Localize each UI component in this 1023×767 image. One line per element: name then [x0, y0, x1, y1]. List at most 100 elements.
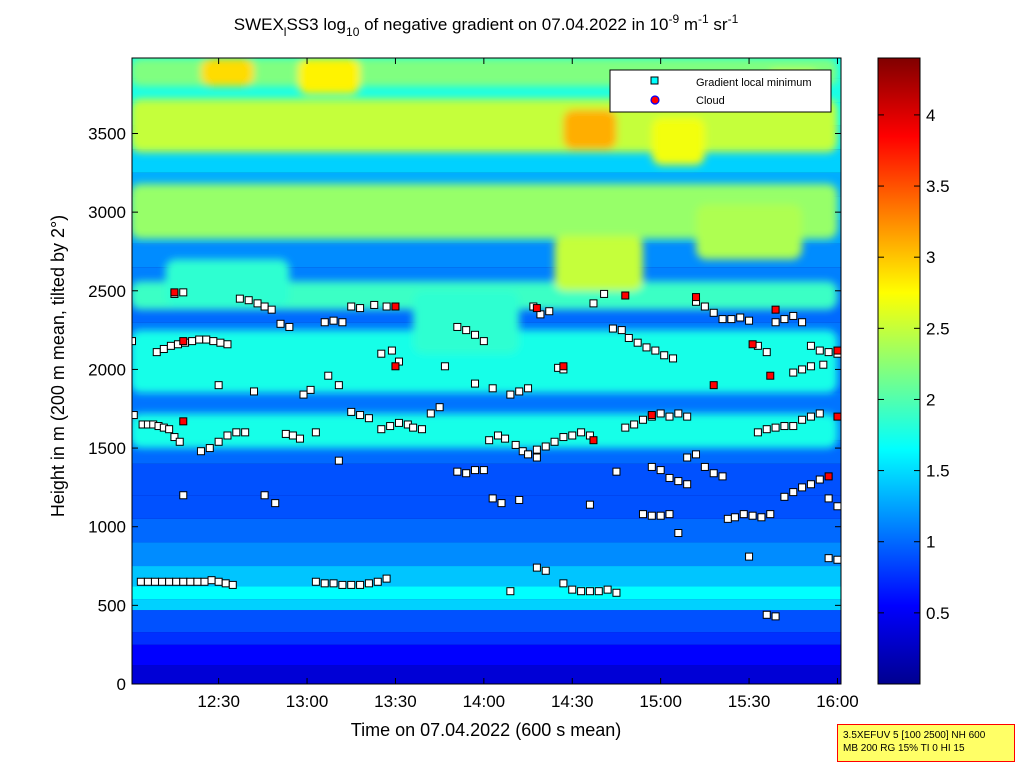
- gradient-minimum-point: [647, 511, 656, 520]
- gradient-minimum-point: [541, 442, 550, 451]
- y-tick-label: 3500: [88, 124, 126, 143]
- gradient-minimum-point: [806, 341, 815, 350]
- gradient-minimum-point: [594, 587, 603, 596]
- gradient-minimum-point: [132, 411, 138, 420]
- gradient-minimum-point: [244, 296, 253, 305]
- heatmap-band: [200, 58, 254, 87]
- gradient-minimum-point: [683, 453, 692, 462]
- gradient-minimum-point: [568, 431, 577, 440]
- gradient-minimum-point: [789, 488, 798, 497]
- cloud-point: [589, 436, 598, 445]
- gradient-minimum-point: [205, 444, 214, 453]
- gradient-minimum-point: [440, 362, 449, 371]
- gradient-minimum-point: [394, 418, 403, 427]
- heatmap-layer: [132, 644, 841, 666]
- heatmap-band: [132, 183, 838, 239]
- gradient-minimum-point: [559, 433, 568, 442]
- cloud-point: [179, 417, 188, 426]
- info-box: 3.5XEFUV 5 [100 2500] NH 600 MB 200 RG 1…: [837, 724, 1015, 762]
- gradient-minimum-point: [356, 580, 365, 589]
- heatmap-band: [554, 235, 643, 291]
- heatmap-band: [563, 109, 617, 150]
- y-tick-label: 0: [117, 675, 126, 694]
- gradient-minimum-point: [798, 318, 807, 327]
- gradient-minimum-point: [727, 315, 736, 324]
- heatmap-layer: [132, 542, 841, 567]
- gradient-minimum-point: [511, 440, 520, 449]
- gradient-minimum-point: [692, 450, 701, 459]
- heatmap-layer: [132, 586, 841, 600]
- gradient-minimum-point: [665, 412, 674, 421]
- gradient-minimum-point: [471, 330, 480, 339]
- x-axis: 12:30 13:00 13:30 14:00 14:30 15:00 15:30 16:00: [197, 58, 859, 711]
- info-line-1: 3.5XEFUV 5 [100 2500] NH 600: [843, 730, 986, 741]
- gradient-minimum-point: [532, 445, 541, 454]
- gradient-minimum-point: [320, 318, 329, 327]
- gradient-minimum-point: [748, 511, 757, 520]
- x-tick-label: 12:30: [197, 692, 240, 711]
- y-tick-label: 1000: [88, 518, 126, 537]
- x-axis-label: Time on 07.04.2022 (600 s mean): [351, 720, 622, 740]
- cloud-point: [391, 302, 400, 311]
- gradient-minimum-point: [311, 577, 320, 586]
- gradient-minimum-point: [771, 423, 780, 432]
- gradient-minimum-point: [515, 387, 524, 396]
- gradient-minimum-point: [665, 510, 674, 519]
- gradient-minimum-point: [232, 428, 241, 437]
- gradient-minimum-point: [165, 425, 174, 434]
- colorbar-gradient: [877, 57, 921, 685]
- y-tick-label: 2000: [88, 360, 126, 379]
- gradient-minimum-point: [585, 500, 594, 509]
- x-tick-label: 15:30: [728, 692, 771, 711]
- gradient-minimum-point: [143, 577, 152, 586]
- legend-marker-cloud: [650, 95, 660, 105]
- gradient-minimum-point: [651, 346, 660, 355]
- gradient-minimum-point: [485, 436, 494, 445]
- gradient-minimum-point: [329, 316, 338, 325]
- gradient-minimum-point: [798, 415, 807, 424]
- gradient-minimum-point: [824, 494, 833, 503]
- heatmap-band: [413, 290, 520, 354]
- gradient-minimum-point: [762, 425, 771, 434]
- cloud-point: [748, 340, 757, 349]
- gradient-minimum-point: [479, 466, 488, 475]
- gradient-minimum-point: [223, 340, 232, 349]
- gradient-minimum-point: [506, 587, 515, 596]
- gradient-minimum-point: [757, 513, 766, 522]
- gradient-minimum-point: [824, 348, 833, 357]
- plot-frame: [131, 57, 842, 685]
- gradient-minimum-point: [524, 384, 533, 393]
- gradient-minimum-point: [833, 502, 841, 511]
- heatmap-band: [696, 204, 803, 260]
- gradient-minimum-point: [585, 587, 594, 596]
- heatmap-band: [132, 330, 838, 394]
- gradient-minimum-point: [334, 381, 343, 390]
- gradient-minimum-point: [815, 475, 824, 484]
- gradient-minimum-point: [493, 431, 502, 440]
- cloud-point: [532, 304, 541, 313]
- cloud-point: [621, 291, 630, 300]
- gradient-minimum-point: [501, 434, 510, 443]
- gradient-minimum-point: [806, 480, 815, 489]
- y-axis: 0 500 1000 1500 2000 2500 3000 3500: [88, 124, 841, 694]
- legend-marker-gradient-minimum: [650, 76, 659, 85]
- gradient-minimum-point: [356, 304, 365, 313]
- gradient-minimum-point: [718, 472, 727, 481]
- gradient-minimum-point: [387, 346, 396, 355]
- gradient-minimum-point: [386, 422, 395, 431]
- gradient-minimum-point: [589, 299, 598, 308]
- gradient-minimum-point: [299, 390, 308, 399]
- gradient-minimum-point: [209, 337, 218, 346]
- gradient-minimum-point: [253, 299, 262, 308]
- gradient-minimum-point: [382, 302, 391, 311]
- gradient-minimum-point: [172, 577, 181, 586]
- colorbar-ticks: 0.5 1 1.5 2 2.5 3 3.5 4: [878, 106, 950, 623]
- gradient-minimum-point: [435, 403, 444, 412]
- gradient-minimum-point: [324, 371, 333, 380]
- gradient-minimum-point: [753, 428, 762, 437]
- gradient-minimum-point: [179, 577, 188, 586]
- gradient-minimum-point: [479, 337, 488, 346]
- gradient-minimum-point: [202, 335, 211, 344]
- gradient-minimum-point: [306, 385, 315, 394]
- gradient-minimum-point: [488, 384, 497, 393]
